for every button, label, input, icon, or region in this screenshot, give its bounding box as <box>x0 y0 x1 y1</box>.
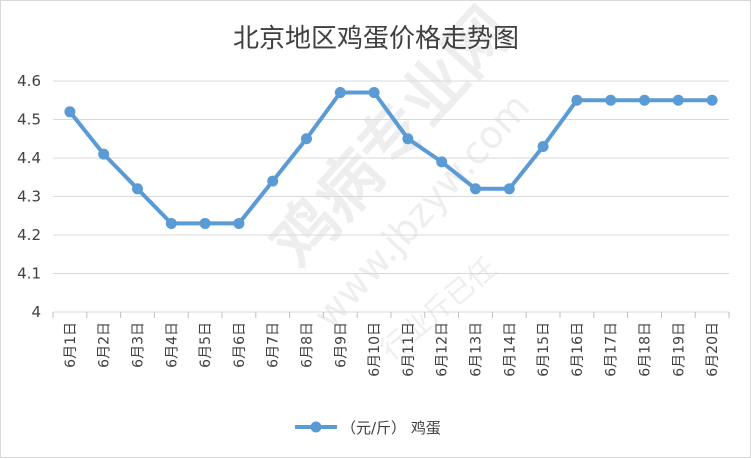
data-point <box>233 217 245 229</box>
legend: （元/斤） 鸡蛋 <box>295 419 441 437</box>
data-point <box>199 217 211 229</box>
x-tick-label: 6月12日 <box>435 322 451 377</box>
y-tick-label: 4.1 <box>17 265 41 283</box>
chart-title: 北京地区鸡蛋价格走势图 <box>233 24 519 54</box>
x-tick-label: 6月13日 <box>469 322 485 377</box>
data-point <box>165 217 177 229</box>
data-point <box>470 183 481 195</box>
x-tick-label: 6月16日 <box>570 322 586 377</box>
legend-label: （元/斤） 鸡蛋 <box>341 419 441 437</box>
x-axis: 6月1日 6月2日 6月3日 6月4日 6月5日 6月6日 6月7日 6月8日 6月9日 6月10… <box>52 312 730 377</box>
series-layer <box>64 87 718 229</box>
y-tick-label: 4 <box>31 303 41 321</box>
data-point <box>436 156 448 168</box>
x-tick-label: 6月9日 <box>333 322 349 368</box>
x-tick-label: 6月8日 <box>300 322 316 368</box>
y-tick-label: 4.6 <box>17 72 41 90</box>
legend-marker <box>310 421 322 433</box>
data-point <box>639 94 650 106</box>
x-tick-label: 6月3日 <box>131 322 147 368</box>
data-point <box>334 87 346 99</box>
x-tick-label: 6月5日 <box>198 322 214 368</box>
x-tick-label: 6月19日 <box>671 322 687 377</box>
y-tick-label: 4.4 <box>17 149 41 167</box>
series-line <box>67 90 715 226</box>
data-point <box>64 106 76 118</box>
x-tick-label: 6月6日 <box>232 322 248 368</box>
x-tick-label: 6月7日 <box>266 322 282 368</box>
data-point <box>672 94 684 106</box>
x-tick-label: 6月10日 <box>367 322 383 377</box>
y-tick-label: 4.2 <box>17 226 41 244</box>
x-tick-label: 6月18日 <box>638 322 654 377</box>
data-point <box>368 87 380 99</box>
data-point <box>503 183 515 195</box>
data-point <box>267 175 279 187</box>
x-tick-label: 6月2日 <box>97 322 113 368</box>
data-point <box>537 140 549 152</box>
x-tick-label: 6月1日 <box>63 322 79 368</box>
x-tick-label: 6月11日 <box>401 322 417 377</box>
data-point <box>301 133 312 145</box>
x-tick-label: 6月4日 <box>164 322 180 368</box>
data-point <box>605 94 617 106</box>
data-point <box>132 183 143 195</box>
x-tick-label: 6月15日 <box>536 322 552 377</box>
x-tick-label: 6月20日 <box>705 322 721 377</box>
data-point <box>98 148 110 160</box>
y-axis: 4 4.1 4.2 4.3 4.4 4.5 4.6 <box>17 72 41 321</box>
x-tick-label: 6月14日 <box>502 322 518 377</box>
gridlines <box>53 80 729 313</box>
x-tick-label: 6月17日 <box>604 322 620 377</box>
y-tick-label: 4.3 <box>17 188 41 206</box>
data-point <box>402 133 414 145</box>
data-point <box>706 94 718 106</box>
data-point <box>571 94 583 106</box>
y-tick-label: 4.5 <box>17 111 41 129</box>
